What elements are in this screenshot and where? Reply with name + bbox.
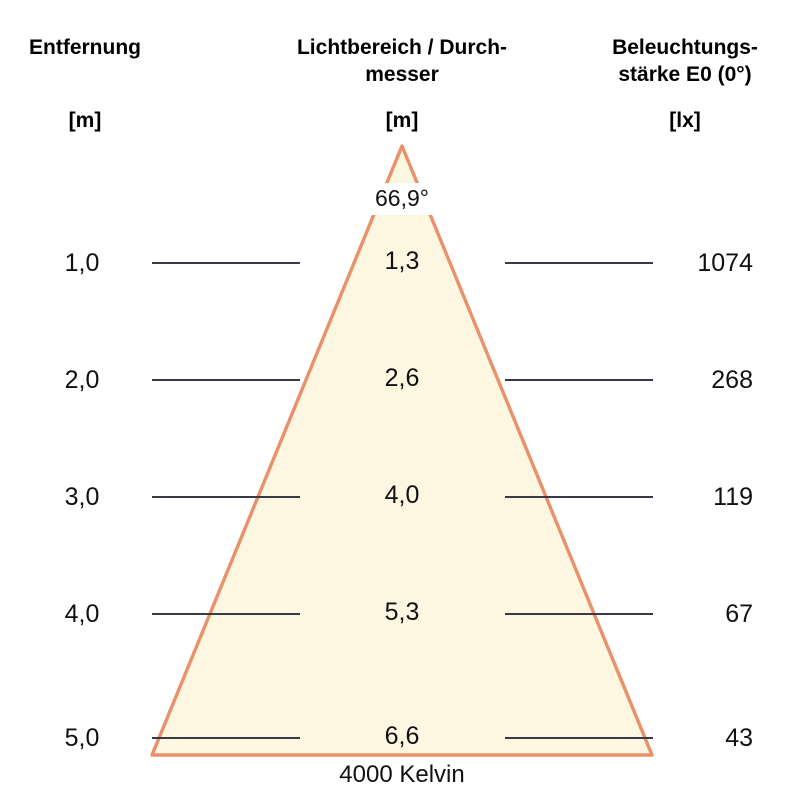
row-5-diameter-value: 6,6 [384,722,420,750]
row-4-distance-value: 4,0 [64,600,100,628]
column-unit-beam: [m] [272,107,532,134]
row-1-diameter-value: 1,3 [384,247,420,275]
column-header-beam: Lichtbereich / Durch- messer [272,34,532,88]
column-unit-beam-label: [m] [385,109,419,132]
row-2-illuminance-value: 268 [711,366,753,394]
column-unit-distance: [m] [0,107,170,134]
row-2-distance-value: 2,0 [64,366,100,394]
color-temperature-caption: 4000 Kelvin [339,761,465,788]
column-header-illuminance-line2: stärke E0 (0°) [618,63,752,86]
column-header-illuminance-line1: Beleuchtungs- [612,36,758,59]
row-3-diameter-value: 4,0 [384,481,420,509]
row-4-diameter-value: 5,3 [384,598,420,626]
column-header-illuminance: Beleuchtungs- stärke E0 (0°) [570,34,800,88]
light-cone-shape [150,144,654,757]
row-3-distance-value: 3,0 [64,483,100,511]
column-unit-distance-label: [m] [68,109,102,132]
row-2-diameter-value: 2,6 [384,364,420,392]
row-4-illuminance-value: 67 [725,600,753,628]
row-1-illuminance-value: 1074 [697,249,753,277]
column-header-beam-line2: messer [365,63,439,86]
tick-lines [152,261,653,740]
beam-angle-label: 66,9° [332,183,472,215]
column-unit-illuminance: [lx] [570,107,800,134]
row-5-distance-value: 5,0 [64,724,100,752]
row-3-illuminance-value: 119 [713,483,753,511]
column-header-distance-title: Entfernung [29,36,141,59]
column-header-beam-line1: Lichtbereich / Durch- [296,36,508,59]
row-5-illuminance-value: 43 [725,724,753,752]
column-header-distance: Entfernung [0,34,170,61]
row-1-distance-value: 1,0 [64,249,100,277]
column-unit-illuminance-label: [lx] [669,109,701,132]
